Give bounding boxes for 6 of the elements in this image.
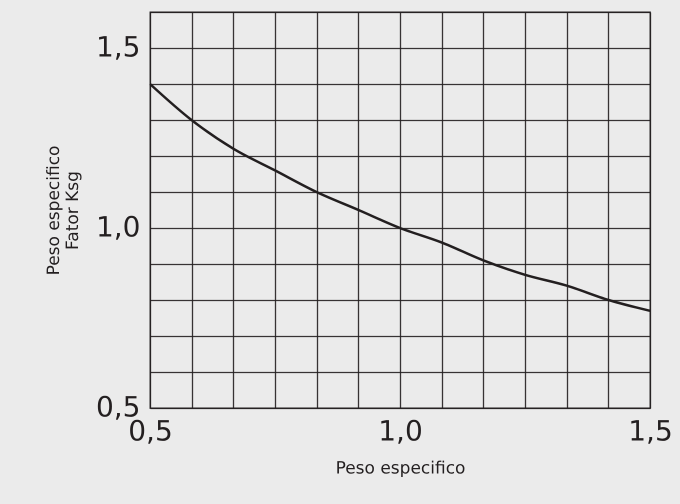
x-axis-title: Peso especifico [336,458,466,478]
y-tick-label: 1,0 [96,210,140,244]
y-tick-label: 1,5 [96,30,140,64]
y-axis-title: Peso especifico Fator Ksg [44,146,83,276]
x-tick-label: 1,5 [628,414,673,448]
x-tick-label: 1,0 [378,414,423,448]
